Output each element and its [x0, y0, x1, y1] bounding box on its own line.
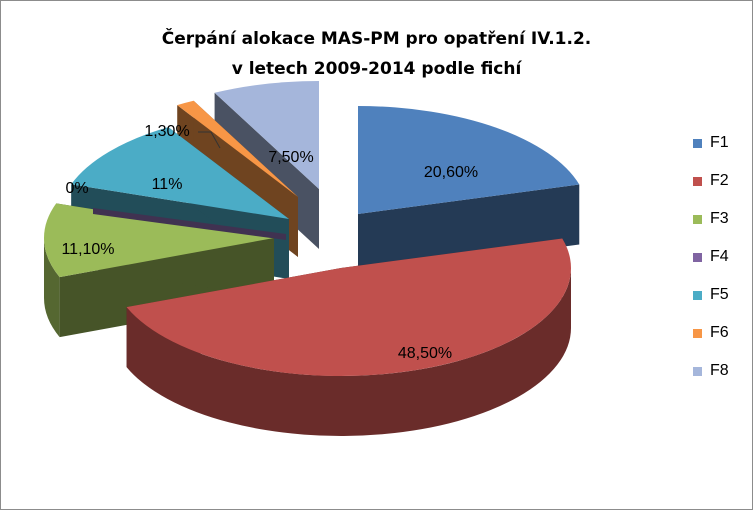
data-label-f2: 48,50% [398, 345, 452, 362]
slice-side [44, 238, 60, 338]
legend-item-f1: F1 [693, 133, 729, 153]
slice-f4 [93, 208, 286, 240]
legend-item-f5: F5 [693, 285, 729, 305]
legend-label: F8 [710, 362, 729, 379]
legend-label: F5 [710, 286, 729, 303]
legend-swatch [693, 252, 702, 262]
data-label-f4: 0% [65, 180, 88, 197]
legend-item-f6: F6 [693, 323, 729, 343]
legend-item-f4: F4 [693, 247, 729, 267]
legend-swatch [693, 214, 702, 224]
slice-top [71, 127, 289, 219]
legend-item-f3: F3 [693, 209, 729, 229]
chart-title-line2: v letech 2009-2014 podle fichí [231, 59, 522, 79]
legend-swatch [693, 138, 702, 148]
legend-swatch [693, 366, 702, 376]
legend-item-f8: F8 [693, 361, 729, 381]
data-label-f6: 1,30% [144, 123, 189, 140]
slice-f3 [43, 203, 275, 338]
slice-top [177, 100, 298, 197]
slice-top [214, 81, 319, 189]
legend-swatch [693, 290, 702, 300]
data-label-f5: 11% [152, 176, 183, 193]
f6-leader-line [198, 131, 221, 149]
legend-label: F3 [710, 210, 729, 227]
legend-item-f2: F2 [693, 171, 729, 191]
slice-f2 [126, 238, 571, 436]
slice-top [43, 203, 275, 278]
slice-side [126, 268, 571, 436]
chart-title-line1: Čerpání alokace MAS-PM pro opatření IV.1… [161, 29, 592, 49]
slice-top [126, 238, 571, 376]
legend-label: F6 [710, 324, 729, 341]
legend-swatch [693, 176, 702, 186]
slice-top [358, 106, 580, 214]
legend-label: F1 [710, 134, 729, 151]
legend-swatch [693, 328, 702, 338]
data-label-f3: 11,10% [61, 241, 114, 258]
legend-label: F2 [710, 172, 729, 189]
data-label-f8: 7,50% [268, 149, 313, 166]
legend-label: F4 [710, 248, 729, 265]
data-label-f1: 20,60% [424, 164, 478, 181]
